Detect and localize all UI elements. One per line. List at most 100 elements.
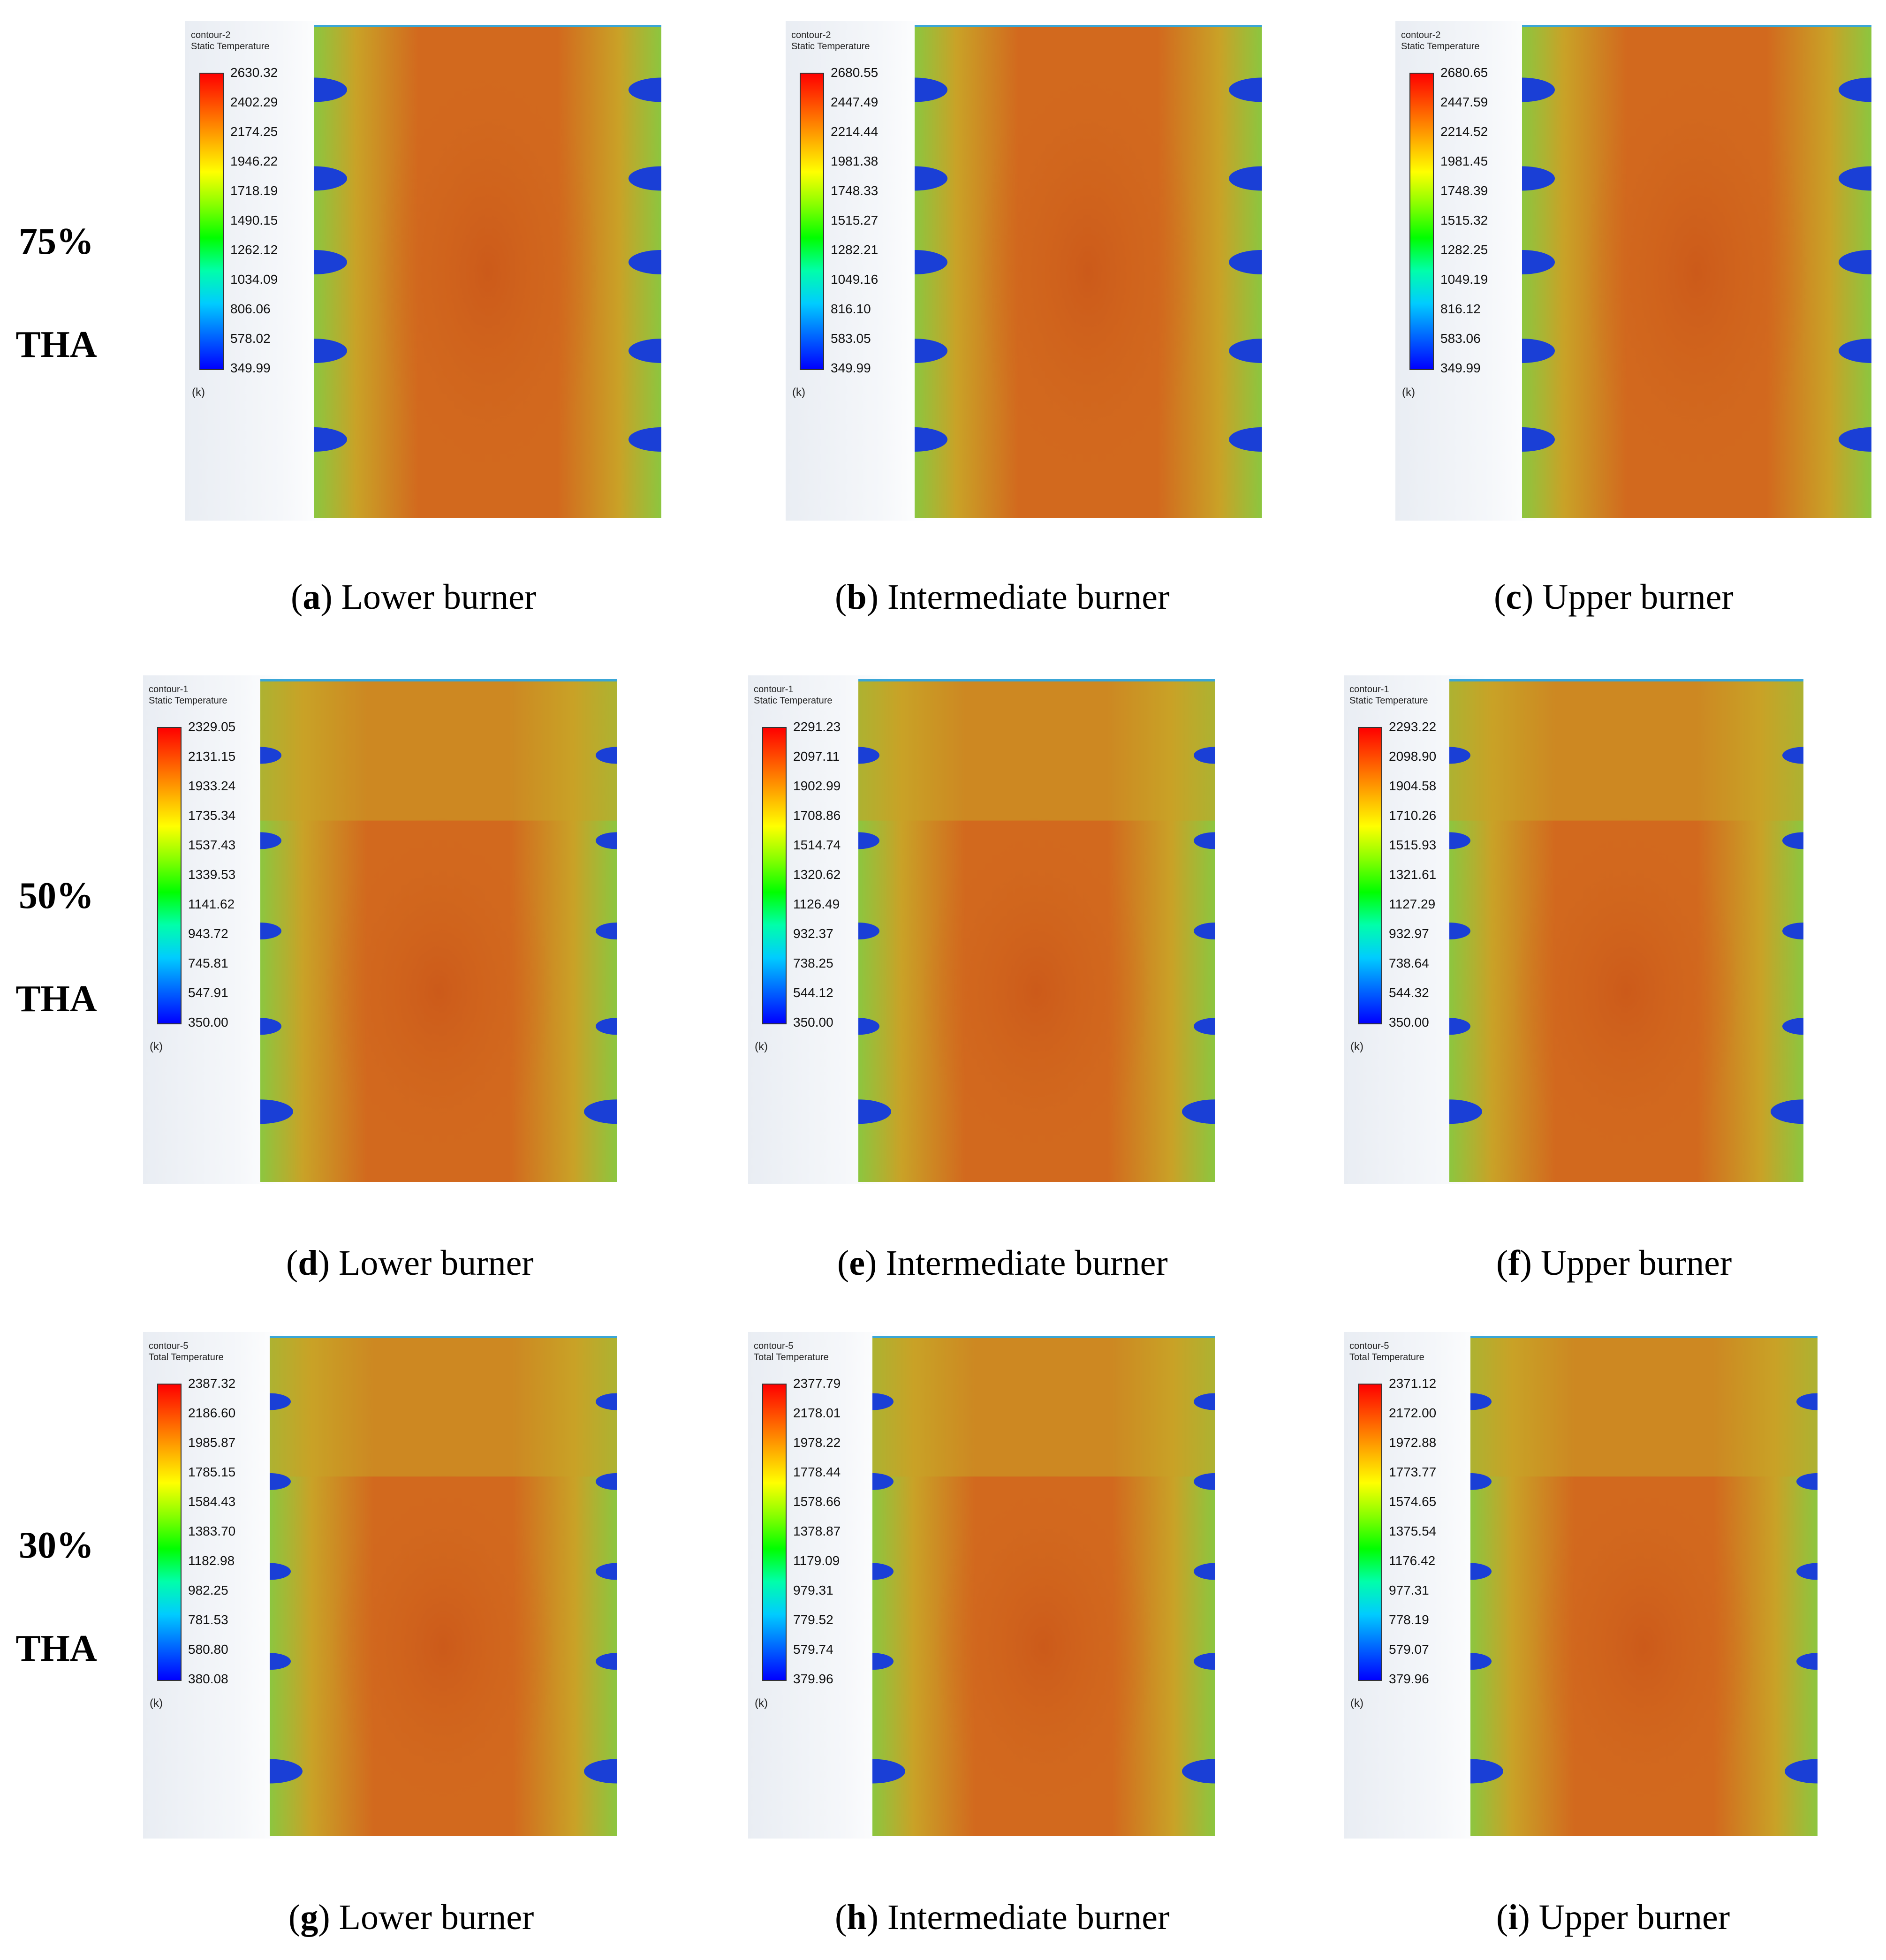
contour-name: contour-2 [791, 30, 831, 40]
legend-tick-label: 1339.53 [188, 867, 236, 882]
air-jet-right [1839, 427, 1871, 452]
air-jet-right [584, 1759, 617, 1784]
contour-panel-b: contour-2 Static Temperature 2680.55 2447.4… [786, 21, 1262, 521]
flame-core-zone [332, 1471, 554, 1822]
legend-tick-label: 1141.62 [188, 897, 235, 911]
air-jet-right [1782, 747, 1803, 764]
legend-tick-label: 350.00 [793, 1015, 833, 1029]
row-label-50-tha: THA [15, 978, 97, 1020]
legend-tick-label: 2447.59 [1440, 95, 1488, 109]
legend-tick-label: 1515.32 [1440, 213, 1488, 227]
legend-tick-labels: 2371.12 2172.00 1972.88 1773.77 1574.65 1375.… [1389, 1376, 1459, 1686]
temperature-contour-field [260, 680, 617, 1182]
legend-tick-label: 1375.54 [1389, 1524, 1437, 1538]
legend-tick-label: 2172.00 [1389, 1406, 1437, 1420]
legend-tick-labels: 2387.32 2186.60 1985.87 1785.15 1584.43 1383.… [188, 1376, 258, 1686]
contour-name: contour-5 [1349, 1341, 1389, 1351]
air-jet-left [1449, 923, 1470, 939]
air-jet-left [270, 1653, 291, 1670]
legend-tick-label: 816.10 [831, 302, 871, 316]
air-jet-right [1229, 250, 1262, 274]
flame-core-zone [1533, 1471, 1755, 1822]
legend-tick-label: 544.12 [793, 985, 833, 1000]
air-jet-left [915, 427, 947, 452]
legend-tick-label: 2387.32 [188, 1376, 236, 1391]
temperature-contour-field [872, 1337, 1215, 1836]
air-jet-left [1522, 339, 1555, 363]
legend-tick-label: 1785.15 [188, 1465, 236, 1479]
temperature-contour-field [858, 680, 1215, 1182]
air-jet-right [629, 339, 661, 363]
legend-tick-label: 1176.42 [1389, 1553, 1436, 1568]
air-jet-right [584, 1099, 617, 1124]
contour-name: contour-5 [754, 1341, 794, 1351]
legend-tick-label: 1383.70 [188, 1524, 236, 1538]
contour-panel-e: contour-1 Static Temperature 2291.23 2097.1… [748, 675, 1224, 1184]
panel-caption: (b) Intermediate burner [835, 577, 1170, 617]
air-jet-right [596, 747, 617, 764]
legend-tick-label: 1735.34 [188, 808, 236, 823]
air-jet-right [596, 832, 617, 849]
row-label-30-tha: THA [15, 1628, 97, 1669]
quantity-name: Total Temperature [754, 1352, 829, 1362]
air-jet-right [1194, 1563, 1215, 1580]
legend-tick-label: 583.05 [831, 331, 871, 346]
air-jet-left [314, 166, 347, 191]
air-jet-left [1522, 427, 1555, 452]
air-jet-right [1839, 250, 1871, 274]
air-jet-left [270, 1393, 291, 1410]
contour-panel-d: contour-1 Static Temperature 2329.05 2131.1… [143, 675, 619, 1184]
legend-tick-label: 2680.55 [831, 65, 879, 80]
air-jet-right [1839, 77, 1871, 102]
legend-tick-label: 349.99 [1440, 361, 1481, 375]
legend-tick-label: 1778.44 [793, 1465, 841, 1479]
air-jet-left [260, 1018, 281, 1035]
air-jet-left [858, 1018, 879, 1035]
contour-panel-i: contour-5 Total Temperature 2371.12 2172.00… [1344, 1332, 1820, 1839]
legend-tick-label: 1981.45 [1440, 154, 1488, 168]
caption-text: Intermediate burner [887, 1898, 1170, 1937]
caption-letter: i [1508, 1898, 1518, 1937]
flame-core-zone [934, 1471, 1153, 1822]
air-jet-right [1194, 832, 1215, 849]
quantity-name: Static Temperature [754, 696, 833, 706]
legend-tick-label: 2178.01 [793, 1406, 841, 1420]
air-jet-right [1785, 1759, 1818, 1784]
legend-tick-label: 1126.49 [793, 897, 840, 911]
legend-tick-label: 1378.87 [793, 1524, 841, 1538]
temperature-contour-field [1449, 680, 1803, 1182]
legend-tick-labels: 2377.79 2178.01 1978.22 1778.44 1578.66 1378.… [793, 1376, 863, 1686]
air-jet-right [1796, 1653, 1818, 1670]
legend-title: contour-1 Static Temperature [149, 684, 227, 706]
domain-top-edge [1470, 1336, 1818, 1338]
air-jet-right [629, 250, 661, 274]
flame-core-zone [922, 815, 1151, 1167]
legend-tick-label: 1578.66 [793, 1494, 841, 1509]
legend-tick-label: 2214.44 [831, 124, 879, 139]
legend-unit: (k) [150, 1697, 163, 1710]
panel-caption: (g) Lower burner [288, 1898, 534, 1937]
panel-caption: (i) Upper burner [1496, 1898, 1730, 1937]
legend-unit: (k) [755, 1040, 768, 1053]
air-jet-right [596, 1473, 617, 1490]
domain-top-edge [872, 1336, 1215, 1338]
air-jet-left [1470, 1759, 1503, 1784]
air-jet-left [872, 1563, 894, 1580]
upper-cool-zone [1449, 680, 1803, 821]
legend-tick-label: 932.97 [1389, 926, 1429, 941]
flame-core-zone [324, 815, 553, 1167]
legend-tick-label: 1320.62 [793, 867, 841, 882]
legend-tick-label: 1490.15 [230, 213, 278, 227]
legend-tick-label: 806.06 [230, 302, 271, 316]
legend-tick-label: 379.96 [1389, 1672, 1429, 1686]
air-jet-right [629, 166, 661, 191]
air-jet-right [1182, 1759, 1215, 1784]
quantity-name: Static Temperature [1349, 696, 1428, 706]
temperature-contour-field [270, 1337, 617, 1836]
legend-tick-label: 2680.65 [1440, 65, 1488, 80]
legend-tick-label: 1179.09 [793, 1553, 840, 1568]
legend-tick-label: 1708.86 [793, 808, 841, 823]
row-label-50: 50% THA [0, 877, 113, 1018]
air-jet-right [596, 923, 617, 939]
domain-top-edge [858, 679, 1215, 681]
